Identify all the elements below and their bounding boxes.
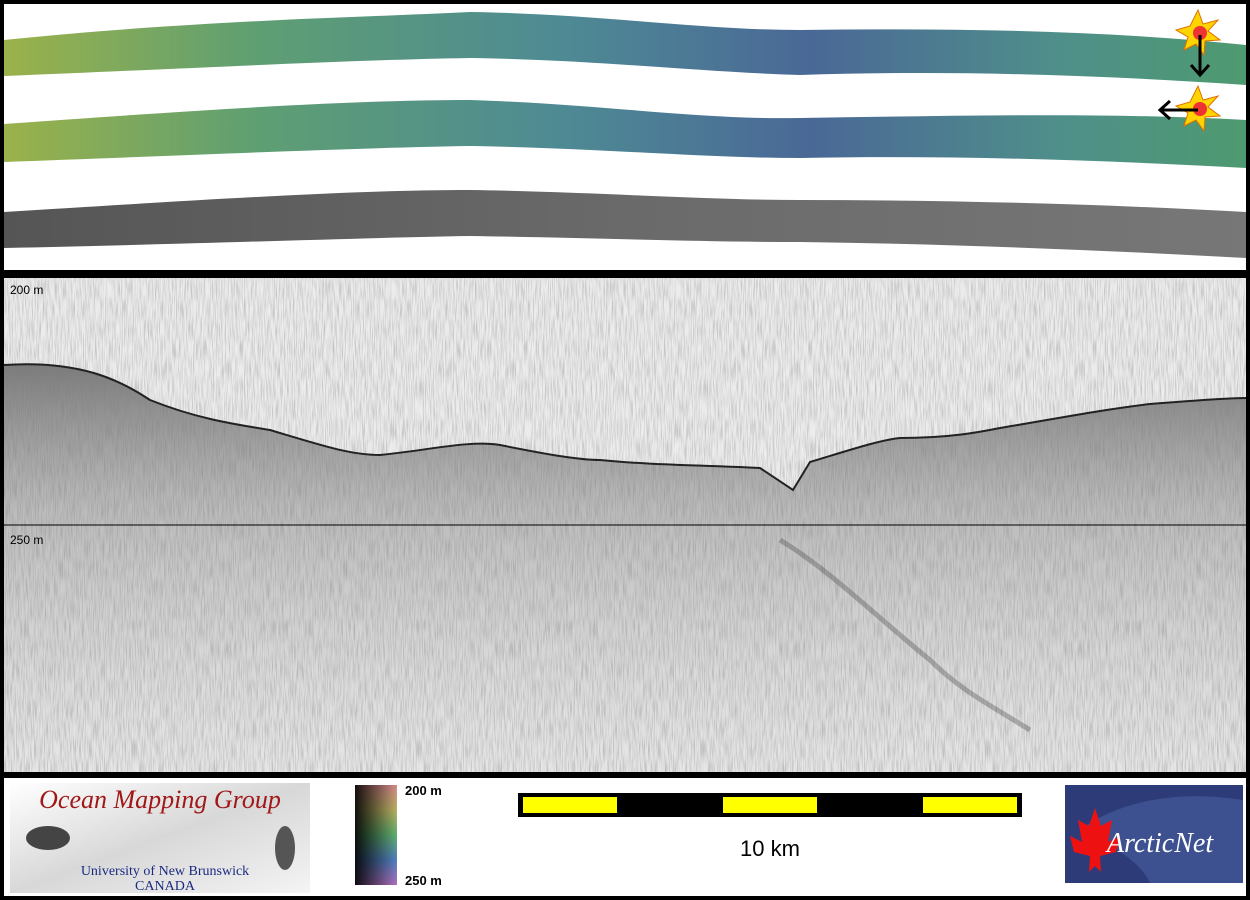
logo-subtitle: University of New Brunswick [81, 864, 249, 879]
sun-icon [1157, 84, 1222, 133]
scale-segment [723, 797, 817, 813]
logo-country: CANADA [135, 879, 196, 894]
colorbar-label: 250 m [405, 873, 442, 888]
bathymetry-swath [4, 100, 1246, 168]
logo-title: Ocean Mapping Group [39, 785, 281, 814]
scale-segment [523, 797, 617, 813]
colorbar-label: 200 m [405, 783, 442, 798]
sub-bottom-reflector [778, 537, 1032, 733]
depth-label: 250 m [10, 533, 43, 547]
depth-label: 200 m [10, 283, 43, 297]
logo-graphic [275, 826, 295, 870]
logo-graphic [26, 826, 70, 850]
arcticnet-name: ArcticNet [1105, 828, 1214, 859]
sun-icon [1174, 8, 1222, 78]
maple-leaf [1070, 808, 1120, 872]
logo-map [1080, 796, 1243, 883]
seabed-line [3, 363, 1247, 492]
bathymetry-swath [4, 12, 1246, 85]
scale-label: 10 km [740, 836, 800, 861]
colorbar-shade [355, 785, 397, 885]
backscatter-swath [4, 190, 1246, 258]
scale-segment [923, 797, 1017, 813]
